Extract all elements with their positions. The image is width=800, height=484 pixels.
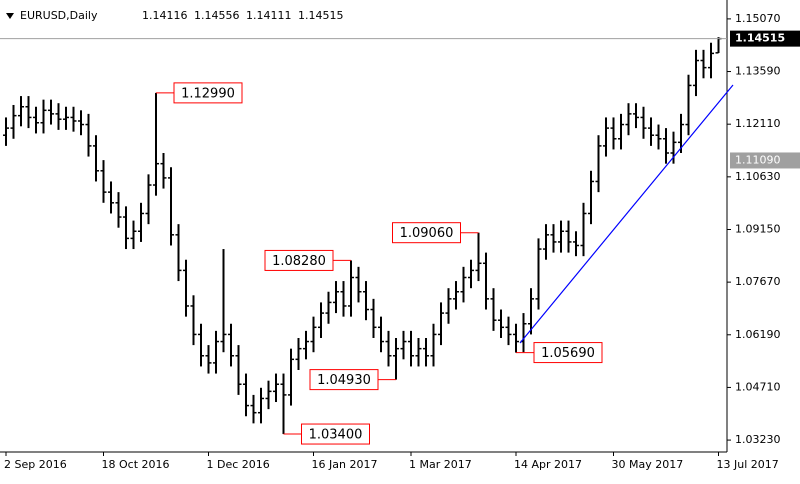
y-tick-label: 1.07670 <box>735 275 781 288</box>
quote-high: 1.14556 <box>194 9 240 22</box>
x-tick-label: 1 Dec 2016 <box>207 458 270 471</box>
marker-box <box>730 152 800 169</box>
menu-triangle <box>6 13 14 19</box>
annotation-label: 1.09060 <box>400 226 454 241</box>
annotation-box <box>392 222 461 244</box>
y-tick-label: 1.03230 <box>735 433 781 446</box>
price-label: 1.14515 <box>735 32 785 45</box>
x-tick-label: 14 Apr 2017 <box>514 458 582 471</box>
x-tick-label: 1 Mar 2017 <box>409 458 472 471</box>
x-tick-label: 16 Jan 2017 <box>312 458 378 471</box>
y-tick-label: 1.06190 <box>735 328 781 341</box>
quote-open: 1.14116 <box>142 9 188 22</box>
annotation-box <box>301 423 370 445</box>
annotation-box <box>173 82 243 104</box>
annotation-box <box>264 249 334 271</box>
trendline <box>519 84 734 344</box>
annotation-box <box>533 342 603 364</box>
y-tick-label: 1.12110 <box>735 117 781 130</box>
y-tick-label: 1.04710 <box>735 380 781 393</box>
annotation-label: 1.04930 <box>317 373 371 388</box>
annotation-label: 1.08280 <box>272 254 326 269</box>
x-tick-label: 13 Jul 2017 <box>717 458 779 471</box>
y-tick-label: 1.10630 <box>735 170 781 183</box>
annotation-label: 1.12990 <box>181 86 235 101</box>
y-tick-label: 1.13590 <box>735 65 781 78</box>
annotation-label: 1.03400 <box>309 428 363 443</box>
y-tick-label: 1.15070 <box>735 12 781 25</box>
annotation-label: 1.05690 <box>541 346 595 361</box>
quote-close: 1.14515 <box>298 9 344 22</box>
x-tick-label: 18 Oct 2016 <box>102 458 170 471</box>
x-tick-label: 2 Sep 2016 <box>4 458 67 471</box>
symbol-label: EURUSD,Daily <box>20 9 98 22</box>
price-label-box <box>730 30 800 47</box>
quote-low: 1.14111 <box>246 9 292 22</box>
x-tick-label: 30 May 2017 <box>612 458 684 471</box>
y-tick-label: 1.09150 <box>735 222 781 235</box>
marker-label: 1.11090 <box>735 153 781 166</box>
annotation-box <box>309 369 379 391</box>
